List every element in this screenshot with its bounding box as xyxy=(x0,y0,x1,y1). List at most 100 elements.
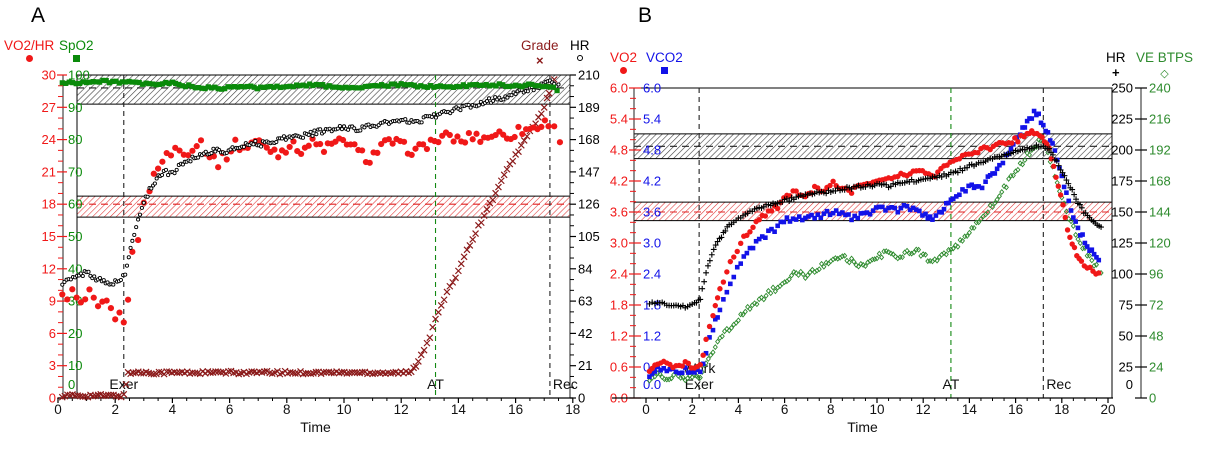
svg-text:192: 192 xyxy=(1149,143,1171,158)
svg-text:250: 250 xyxy=(1111,81,1133,96)
svg-text:90: 90 xyxy=(68,100,82,115)
svg-text:14: 14 xyxy=(451,402,467,417)
svg-text:5.4: 5.4 xyxy=(643,112,661,127)
svg-text:10: 10 xyxy=(336,402,351,417)
legend-hr-b: HR xyxy=(1106,51,1126,75)
x-marker-icon xyxy=(536,54,544,63)
series-a_grade xyxy=(58,76,558,401)
svg-text:1.2: 1.2 xyxy=(643,329,661,344)
plus-marker-icon xyxy=(1112,66,1120,75)
filled-circle-marker-icon xyxy=(620,67,627,74)
svg-text:50: 50 xyxy=(1119,329,1133,344)
legend-spo2-label: SpO2 xyxy=(59,38,94,53)
svg-text:18: 18 xyxy=(1054,402,1069,417)
svg-text:Rec: Rec xyxy=(553,376,578,392)
legend-spo2: SpO2 xyxy=(59,39,94,62)
series-b_vco2 xyxy=(647,108,1102,380)
svg-text:21: 21 xyxy=(42,164,56,179)
svg-text:3.6: 3.6 xyxy=(643,205,661,220)
svg-text:2: 2 xyxy=(111,402,119,417)
svg-text:18: 18 xyxy=(42,197,56,212)
filled-square-marker-icon xyxy=(72,55,80,62)
panel-b-title: B xyxy=(638,4,653,27)
svg-text:0: 0 xyxy=(54,402,62,417)
svg-text:16: 16 xyxy=(508,402,523,417)
svg-text:2.4: 2.4 xyxy=(643,267,661,282)
svg-text:10: 10 xyxy=(869,402,884,417)
svg-text:84: 84 xyxy=(578,261,592,276)
svg-text:4.8: 4.8 xyxy=(643,143,661,158)
svg-text:125: 125 xyxy=(1111,236,1133,251)
svg-text:240: 240 xyxy=(1149,81,1171,96)
svg-text:63: 63 xyxy=(578,294,592,309)
svg-text:6: 6 xyxy=(781,402,789,417)
series-b_vo2 xyxy=(646,128,1102,375)
svg-text:Rec: Rec xyxy=(1046,376,1071,392)
svg-text:16: 16 xyxy=(1008,402,1023,417)
svg-text:0: 0 xyxy=(642,402,650,417)
svg-text:24: 24 xyxy=(42,132,56,147)
svg-text:70: 70 xyxy=(68,164,82,179)
svg-text:AT: AT xyxy=(427,376,444,392)
svg-text:3: 3 xyxy=(49,358,56,373)
open-circle-marker-icon xyxy=(576,55,583,61)
svg-text:1.8: 1.8 xyxy=(610,298,628,313)
svg-text:96: 96 xyxy=(1149,267,1163,282)
svg-text:0.0: 0.0 xyxy=(643,377,661,392)
svg-text:60: 60 xyxy=(68,197,82,212)
svg-text:21: 21 xyxy=(578,358,592,373)
legend-grade-label: Grade xyxy=(521,38,559,53)
svg-text:210: 210 xyxy=(578,68,600,83)
svg-text:Exer: Exer xyxy=(109,376,138,392)
legend-ve-btps-label: VE BTPS xyxy=(1136,50,1194,65)
svg-text:6: 6 xyxy=(49,326,56,341)
svg-text:Time: Time xyxy=(847,419,878,435)
legend-vo2hr-label: VO2/HR xyxy=(4,38,55,53)
filled-circle-marker-icon xyxy=(25,55,33,62)
svg-text:2: 2 xyxy=(688,402,696,417)
svg-text:18: 18 xyxy=(565,402,580,417)
legend-vco2: VCO2 xyxy=(646,51,683,74)
svg-text:168: 168 xyxy=(1149,174,1171,189)
svg-text:75: 75 xyxy=(1119,298,1133,313)
svg-text:100: 100 xyxy=(68,68,90,83)
panel-b-plot: WorkExerATRec0.00.61.21.82.43.03.64.24.8… xyxy=(610,81,1171,436)
svg-text:3.0: 3.0 xyxy=(643,236,661,251)
legend-vco2-label: VCO2 xyxy=(646,50,683,65)
legend-vo2: VO2 xyxy=(610,51,637,74)
series-b_hr xyxy=(646,142,1104,311)
svg-text:6.0: 6.0 xyxy=(643,81,661,96)
series-a_spo2 xyxy=(59,77,560,94)
svg-text:0.6: 0.6 xyxy=(610,360,628,375)
svg-text:Time: Time xyxy=(300,419,331,435)
svg-text:175: 175 xyxy=(1111,174,1133,189)
svg-text:14: 14 xyxy=(962,402,978,417)
svg-text:105: 105 xyxy=(578,229,600,244)
svg-text:5.4: 5.4 xyxy=(610,112,628,127)
svg-text:0: 0 xyxy=(578,391,585,406)
svg-text:20: 20 xyxy=(1100,402,1115,417)
svg-text:9: 9 xyxy=(49,294,56,309)
svg-text:6: 6 xyxy=(226,402,234,417)
open-diamond-marker-icon xyxy=(1160,66,1168,75)
svg-text:50: 50 xyxy=(68,229,82,244)
svg-text:12: 12 xyxy=(394,402,409,417)
svg-text:4: 4 xyxy=(169,402,177,417)
svg-text:126: 126 xyxy=(578,197,600,212)
svg-text:4.8: 4.8 xyxy=(610,143,628,158)
svg-text:0: 0 xyxy=(1126,377,1133,392)
series-a_hr xyxy=(60,78,561,287)
svg-text:8: 8 xyxy=(827,402,835,417)
svg-text:27: 27 xyxy=(42,100,56,115)
svg-text:2.4: 2.4 xyxy=(610,267,628,282)
svg-text:15: 15 xyxy=(42,229,56,244)
legend-grade: Grade xyxy=(521,39,559,63)
svg-text:100: 100 xyxy=(1111,267,1133,282)
svg-text:20: 20 xyxy=(68,326,82,341)
svg-text:80: 80 xyxy=(68,132,82,147)
svg-text:10: 10 xyxy=(68,358,82,373)
svg-text:6.0: 6.0 xyxy=(610,81,628,96)
svg-text:120: 120 xyxy=(1149,236,1171,251)
